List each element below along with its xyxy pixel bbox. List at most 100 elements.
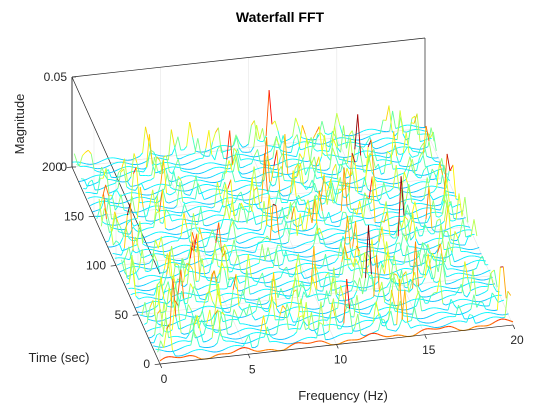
trace-segment	[172, 350, 176, 357]
trace-segment	[267, 219, 271, 221]
trace-segment	[368, 134, 372, 138]
y-tick	[66, 166, 73, 168]
trace-segment	[447, 205, 452, 240]
trace-segment	[421, 290, 425, 293]
trace-segment	[128, 237, 132, 241]
y-tick-label: 150	[64, 209, 84, 223]
trace-segment	[376, 255, 380, 292]
trace-segment	[414, 155, 419, 157]
trace-segment	[238, 147, 243, 153]
trace-segment	[431, 326, 435, 328]
trace-segment	[229, 271, 233, 273]
trace-segment	[379, 203, 384, 206]
trace-segment	[276, 150, 281, 193]
trace-segment	[129, 259, 134, 280]
trace-segment	[145, 245, 149, 247]
trace-segment	[269, 204, 274, 241]
trace-segment	[393, 330, 397, 332]
trace-segment	[449, 274, 453, 277]
trace-segment	[135, 166, 140, 203]
trace-segment	[385, 105, 390, 121]
trace-segment	[131, 196, 136, 212]
trace-segment	[181, 258, 186, 277]
trace-segment	[219, 310, 224, 322]
trace-segment	[430, 292, 435, 297]
trace-segment	[166, 253, 171, 277]
trace-segment	[454, 260, 458, 263]
trace-segment	[266, 273, 270, 277]
trace-segment	[439, 277, 444, 304]
trace-segment	[278, 175, 282, 177]
trace-segment	[346, 206, 351, 213]
trace-segment	[475, 274, 479, 277]
trace-segment	[356, 201, 361, 215]
trace-segment	[161, 288, 166, 300]
trace-segment	[343, 125, 347, 149]
trace-segment	[247, 238, 252, 241]
y-tick	[110, 265, 117, 267]
trace-segment	[96, 208, 101, 220]
trace-segment	[188, 153, 193, 156]
trace-segment	[337, 241, 342, 258]
trace-segment	[386, 178, 390, 180]
trace-segment	[258, 272, 263, 280]
trace-segment	[321, 143, 325, 145]
trace-segment	[401, 168, 405, 170]
trace-segment	[118, 243, 123, 251]
trace-segment	[256, 175, 260, 178]
trace-segment	[149, 328, 153, 331]
trace-segment	[429, 314, 433, 317]
trace-segment	[175, 284, 180, 308]
trace-segment	[479, 285, 483, 288]
trace-segment	[242, 193, 246, 196]
trace-segment	[160, 159, 165, 184]
trace-segment	[434, 320, 439, 323]
trace-segment	[139, 152, 143, 157]
trace-segment	[352, 171, 357, 191]
trace-segment	[388, 278, 393, 293]
trace-segment	[351, 280, 355, 291]
trace-segment	[451, 326, 455, 329]
trace-segment	[305, 302, 310, 329]
trace-segment	[212, 229, 217, 241]
trace-segment	[180, 356, 184, 359]
trace-segment	[422, 242, 426, 256]
trace-segment	[237, 202, 242, 223]
trace-segment	[207, 168, 211, 172]
trace-segment	[431, 321, 436, 324]
trace-segment	[425, 324, 429, 327]
trace-segment	[160, 264, 164, 267]
trace-segment	[305, 327, 309, 331]
trace-segment	[477, 256, 481, 258]
trace-segment	[348, 155, 352, 158]
trace-segment	[295, 196, 300, 205]
trace-segment	[432, 200, 437, 217]
trace-segment	[342, 292, 346, 295]
trace-segment	[118, 158, 123, 161]
trace-segment	[250, 327, 254, 330]
trace-segment	[436, 215, 440, 218]
trace-segment	[367, 325, 371, 328]
trace-segment	[442, 308, 446, 311]
trace-segment	[226, 277, 231, 289]
trace-segment	[323, 195, 327, 197]
trace-segment	[182, 201, 187, 205]
trace-segment	[354, 114, 359, 150]
trace-segment	[266, 326, 271, 336]
trace-segment	[313, 329, 318, 336]
trace-segment	[180, 156, 184, 160]
trace-segment	[466, 291, 471, 298]
trace-segment	[84, 178, 88, 181]
trace-segment	[368, 307, 373, 314]
trace-segment	[165, 287, 170, 311]
trace-segment	[341, 302, 345, 305]
trace-segment	[245, 143, 249, 147]
trace-segment	[255, 159, 259, 162]
trace-segment	[476, 286, 480, 289]
trace-segment	[132, 189, 136, 191]
trace-segment	[457, 211, 461, 214]
trace-segment	[478, 293, 482, 296]
trace-segment	[253, 124, 258, 148]
trace-segment	[244, 334, 248, 338]
trace-segment	[226, 204, 230, 220]
